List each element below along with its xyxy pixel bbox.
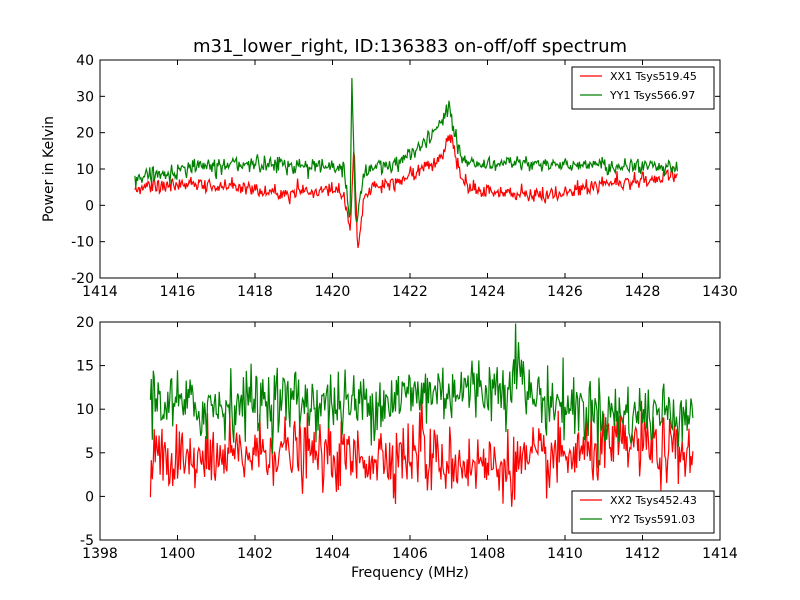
legend-box [571,66,715,110]
x-tick-label: 1406 [392,546,428,562]
y-tick-label: 10 [76,162,94,178]
series-line-xx1 [134,134,678,249]
x-tick-label: 1400 [160,546,196,562]
legend-box [571,490,715,534]
y-tick-label: 5 [85,446,94,462]
x-tick-label: 1414 [702,546,738,562]
y-tick-label: 0 [85,198,94,214]
x-tick-label: 1412 [625,546,661,562]
x-tick-label: 1422 [392,284,428,300]
x-tick-label: 1414 [82,284,118,300]
y-tick-label: 10 [76,402,94,418]
x-axis-label: Frequency (MHz) [351,565,469,581]
y-tick-label: 15 [76,359,94,375]
y-tick-label: -10 [71,235,94,251]
y-tick-label: 30 [76,89,94,105]
x-tick-label: 1402 [237,546,273,562]
legend-entry: XX2 Tsys452.43 [610,494,697,507]
y-tick-label: 0 [85,489,94,505]
legend: XX1 Tsys519.45 YY1 Tsys566.97 [571,66,715,110]
x-tick-label: 1408 [470,546,506,562]
legend-entry: XX1 Tsys519.45 [610,70,697,83]
y-tick-label: 20 [76,315,94,331]
x-tick-label: 1398 [82,546,118,562]
legend: XX2 Tsys452.43 YY2 Tsys591.03 [571,490,715,534]
x-tick-label: 1404 [315,546,351,562]
y-tick-label: -20 [71,271,94,287]
chart-title: m31_lower_right, ID:136383 on-off/off sp… [193,36,627,57]
y-tick-label: -5 [80,533,94,549]
y-tick-label: 40 [76,53,94,69]
x-tick-label: 1416 [160,284,196,300]
series-lines [134,77,678,249]
legend-entry: YY2 Tsys591.03 [609,513,695,526]
x-tick-label: 1410 [547,546,583,562]
series-lines [149,323,694,507]
x-tick-label: 1426 [547,284,583,300]
bottom-plot: 1398 1400 1402 1404 1406 1408 1410 1412 1414 -5 0 5… [76,315,738,562]
x-tick-label: 1430 [702,284,738,300]
top-plot: 1414 1416 1418 1420 1422 1424 1426 1428 1430 -20 -… [71,53,738,300]
y-axis-label: Power in Kelvin [41,116,57,222]
x-tick-label: 1418 [237,284,273,300]
x-tick-label: 1420 [315,284,351,300]
y-tick-label: 20 [76,126,94,142]
x-tick-label: 1428 [625,284,661,300]
x-tick-label: 1424 [470,284,506,300]
series-line-yy1 [134,77,678,223]
legend-entry: YY1 Tsys566.97 [609,89,695,102]
series-line-yy2 [149,323,694,469]
